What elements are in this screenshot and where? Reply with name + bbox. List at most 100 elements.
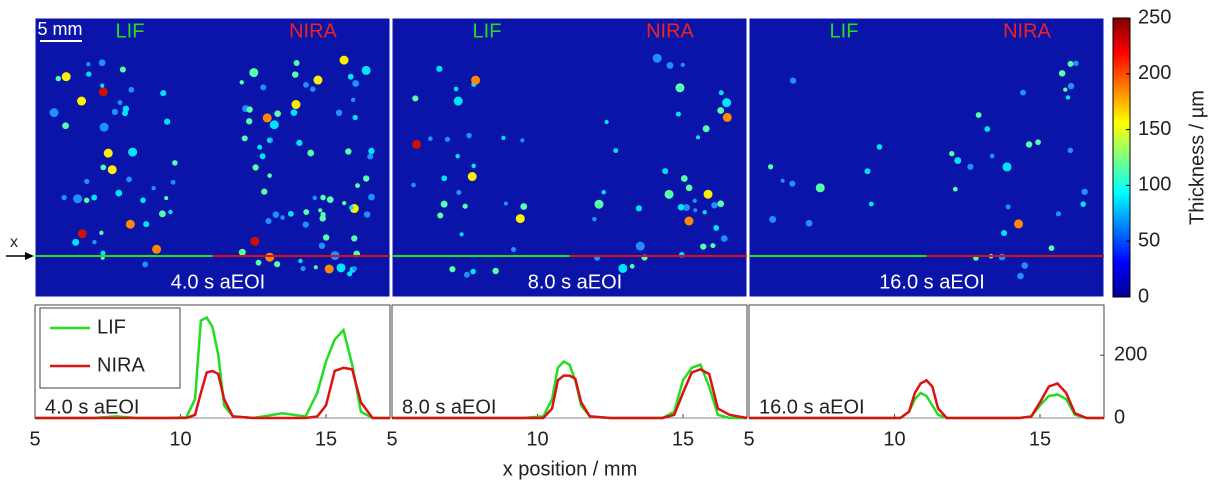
- droplet: [368, 193, 375, 201]
- droplet: [322, 234, 330, 241]
- droplet: [1058, 70, 1066, 77]
- droplet: [501, 135, 506, 141]
- droplet: [158, 210, 166, 218]
- droplet: [280, 215, 285, 220]
- lif-label: LIF: [473, 20, 502, 42]
- droplet: [347, 271, 353, 277]
- droplet: [680, 62, 685, 68]
- droplet: [503, 201, 508, 206]
- droplet: [313, 265, 318, 270]
- droplet: [302, 221, 309, 228]
- droplet: [246, 106, 253, 113]
- droplet: [713, 225, 720, 231]
- droplet: [1073, 60, 1079, 67]
- lif-label: LIF: [116, 20, 145, 42]
- droplet: [49, 108, 59, 118]
- droplet: [471, 163, 476, 169]
- droplet: [717, 107, 725, 114]
- colorbar-tick-label: 50: [1138, 229, 1160, 251]
- droplet: [868, 201, 874, 207]
- droplet: [303, 81, 309, 88]
- droplet: [361, 65, 371, 75]
- droplet: [520, 138, 525, 143]
- axis-marker: x: [10, 234, 18, 251]
- droplet: [320, 194, 326, 201]
- droplet: [718, 90, 724, 96]
- droplet: [411, 182, 416, 188]
- x-axis-label: x position / mm: [503, 458, 637, 480]
- droplet: [652, 53, 662, 63]
- droplet: [265, 218, 272, 225]
- droplet: [1002, 162, 1012, 172]
- colorbar: [1112, 17, 1131, 298]
- droplet: [151, 185, 156, 191]
- scale-bar-label: 5 mm: [38, 19, 83, 39]
- droplet: [324, 264, 334, 274]
- droplet: [437, 212, 444, 219]
- droplet: [350, 97, 356, 103]
- droplet: [140, 197, 146, 204]
- time-label: 8.0 s aEOI: [528, 271, 623, 293]
- legend-label: NIRA: [97, 354, 145, 376]
- droplet: [128, 147, 138, 157]
- droplet: [62, 122, 69, 130]
- droplet: [249, 68, 259, 78]
- droplet: [287, 210, 294, 217]
- droplet: [72, 238, 80, 246]
- droplet: [164, 196, 169, 201]
- droplet: [1067, 82, 1075, 90]
- droplet: [307, 149, 315, 157]
- droplet: [789, 180, 796, 187]
- droplet: [462, 203, 468, 209]
- colorbar-tick-label: 0: [1138, 285, 1149, 307]
- droplet: [367, 153, 374, 160]
- y-tick-label: 200: [1114, 344, 1147, 366]
- droplet: [83, 197, 90, 203]
- droplet: [717, 200, 725, 208]
- droplet: [1067, 60, 1074, 67]
- series-line: [749, 378, 1104, 420]
- droplet: [685, 184, 693, 192]
- droplet: [629, 263, 635, 269]
- legend-box: [39, 307, 181, 389]
- droplet: [98, 59, 106, 67]
- chart-annotation: 4.0 s aEOI: [45, 396, 140, 418]
- droplet: [954, 157, 962, 165]
- droplet: [73, 194, 83, 204]
- droplet: [455, 153, 460, 159]
- droplet: [239, 80, 244, 85]
- droplet: [257, 144, 263, 150]
- droplet: [128, 86, 135, 93]
- droplet: [412, 95, 419, 102]
- droplet: [259, 153, 266, 160]
- droplet: [252, 164, 259, 171]
- droplet: [98, 87, 108, 97]
- colorbar-tick-label: 100: [1138, 174, 1171, 196]
- droplet: [975, 112, 982, 118]
- image-panel: [391, 17, 748, 298]
- droplet: [805, 219, 813, 227]
- droplet: [160, 90, 167, 97]
- droplet: [601, 190, 606, 195]
- droplet: [711, 201, 718, 209]
- droplet: [368, 147, 375, 155]
- axis-arrowhead: [25, 252, 34, 260]
- droplet: [952, 186, 958, 192]
- droplet: [265, 252, 275, 262]
- droplet: [250, 236, 260, 246]
- droplet: [453, 96, 463, 106]
- droplet: [613, 148, 619, 154]
- droplet: [339, 55, 349, 65]
- droplet: [428, 136, 433, 141]
- droplet: [335, 109, 343, 117]
- droplet: [664, 189, 674, 199]
- droplet: [115, 189, 123, 197]
- droplet: [1001, 229, 1008, 237]
- droplet: [126, 176, 132, 183]
- droplet: [470, 268, 476, 275]
- droplet: [119, 66, 126, 73]
- droplet: [168, 209, 173, 215]
- droplet: [722, 98, 732, 108]
- droplet: [515, 214, 525, 224]
- droplet: [675, 83, 685, 93]
